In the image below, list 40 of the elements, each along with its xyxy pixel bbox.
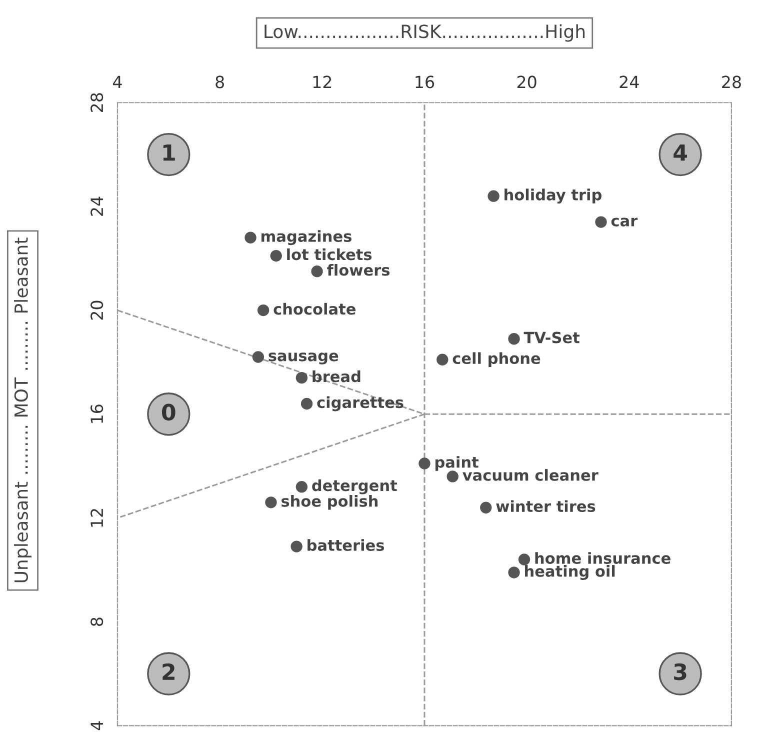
- annotation: heating oil: [525, 565, 615, 580]
- y-tick-label: 4: [90, 721, 103, 730]
- x-tick-label: 28: [722, 76, 741, 88]
- y-tick-label: 24: [90, 196, 103, 216]
- annotation: winter tires: [496, 500, 596, 512]
- x-tick-label: 4: [113, 76, 122, 88]
- x-tick-label: 12: [313, 76, 332, 88]
- annotation: 2: [162, 663, 174, 680]
- annotation: cell phone: [452, 352, 540, 368]
- y-tick-label: 8: [90, 618, 104, 626]
- x-tick-label: 20: [517, 76, 536, 88]
- annotation: 1: [163, 144, 175, 161]
- annotation: vacuum cleaner: [462, 469, 598, 481]
- y-tick-label: 20: [90, 300, 104, 320]
- x-tick-label: 8: [216, 76, 224, 88]
- annotation: detergent: [312, 479, 398, 494]
- annotation: chocolate: [274, 302, 356, 315]
- annotation: sausage: [268, 352, 338, 364]
- annotation: 0: [162, 404, 176, 421]
- annotation: 4: [674, 144, 688, 161]
- y-tick-label: 16: [90, 404, 104, 423]
- y-axis-title: Unpleasant ......... MOT ......... Pleasant: [14, 238, 32, 582]
- annotation: TV-Set: [524, 332, 580, 344]
- annotation: paint: [435, 456, 479, 471]
- annotation: shoe polish: [281, 495, 378, 510]
- annotation: car: [611, 218, 638, 226]
- x-tick-label: 16: [416, 76, 434, 88]
- annotation: magazines: [262, 230, 352, 246]
- y-tick-label: 12: [90, 509, 103, 527]
- annotation: flowers: [327, 264, 390, 276]
- annotation: cigarettes: [317, 396, 404, 412]
- x-axis-title: Low..................RISK..................High: [264, 24, 585, 42]
- x-tick-label: 24: [620, 76, 639, 88]
- annotation: lot tickets: [287, 248, 372, 260]
- annotation: batteries: [308, 539, 384, 551]
- annotation: home insurance: [535, 552, 670, 564]
- annotation: bread: [312, 370, 360, 382]
- annotation: 3: [674, 663, 686, 680]
- annotation: holiday trip: [504, 188, 602, 204]
- y-tick-label: 28: [90, 93, 104, 112]
